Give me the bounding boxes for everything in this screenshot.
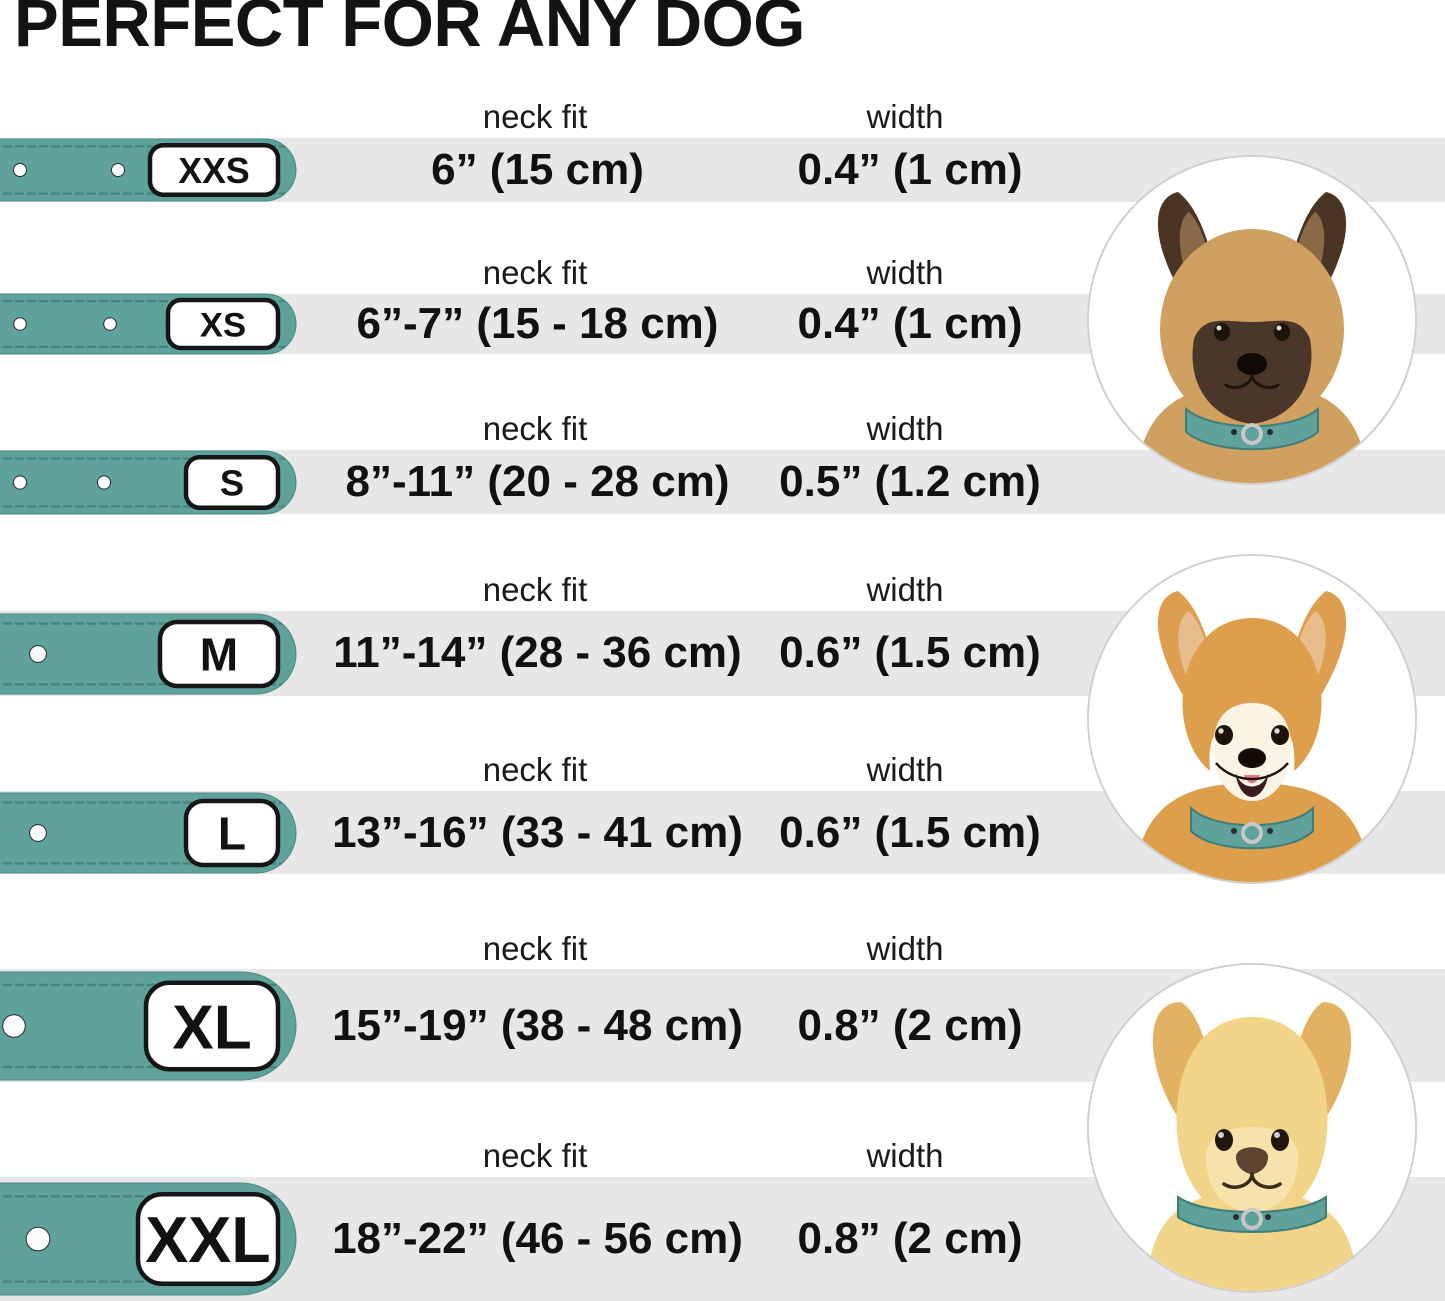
svg-text:L: L (218, 807, 246, 859)
svg-text:M: M (200, 628, 238, 680)
svg-text:XS: XS (200, 306, 246, 344)
svg-text:XL: XL (172, 993, 251, 1062)
svg-text:XXS: XXS (178, 151, 249, 191)
svg-text:S: S (220, 462, 244, 503)
svg-text:XXL: XXL (145, 1204, 270, 1276)
